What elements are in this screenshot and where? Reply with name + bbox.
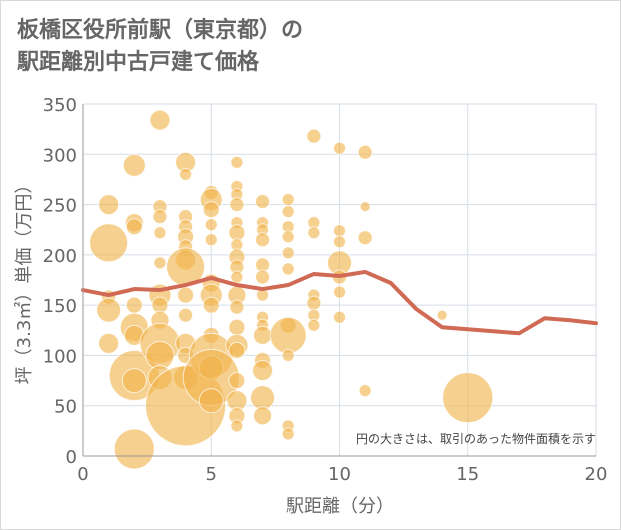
bubble-point <box>198 388 224 414</box>
chart-title-line-2: 駅距離別中古戸建て価格 <box>17 50 260 75</box>
bubble-point <box>281 262 295 276</box>
bubble-point <box>228 318 246 336</box>
bubble-point <box>179 167 193 181</box>
y-tick-label: 0 <box>66 447 77 468</box>
bubble-point <box>281 205 295 219</box>
bubble-point <box>333 235 346 249</box>
bubble-point <box>89 223 129 263</box>
bubble-point <box>228 341 246 359</box>
y-tick-label: 200 <box>43 246 77 267</box>
bubble-point <box>230 419 244 433</box>
bubble-point <box>98 194 120 216</box>
bubble-point <box>202 201 220 219</box>
bubble-point <box>281 427 295 441</box>
y-tick-labels: 0 50 100 150 200 250 300 350 <box>43 95 77 468</box>
bubble-point <box>333 285 346 299</box>
y-tick-label: 250 <box>43 196 77 217</box>
bubble-point <box>281 230 295 244</box>
bubble-point <box>96 297 122 323</box>
x-tick-label: 5 <box>206 464 217 485</box>
bubble-point <box>307 318 321 332</box>
y-tick-label: 300 <box>43 145 77 166</box>
bubble-point <box>252 360 274 382</box>
chart-title: 板橋区役所前駅（東京都）の 駅距離別中古戸建て価格 <box>17 15 577 79</box>
bubble-point <box>153 256 167 270</box>
bubble-point <box>149 109 171 131</box>
bubble-point <box>281 246 295 260</box>
bubble-point <box>306 128 322 144</box>
chart-title-line-1: 板橋区役所前駅（東京都）の <box>17 18 304 43</box>
bubble-point <box>357 144 373 160</box>
bubble-point <box>202 296 220 314</box>
bubble-point <box>250 385 276 411</box>
bubble-point <box>204 233 218 247</box>
bubble-point <box>253 325 273 345</box>
x-axis-title: 駅距離（分） <box>286 496 394 517</box>
bubble-point <box>229 197 245 213</box>
bubble-point <box>228 372 246 390</box>
bubble-point <box>255 269 271 285</box>
axes <box>82 104 596 457</box>
bubble-point <box>255 194 271 210</box>
bubble-point <box>121 368 147 394</box>
bubble-point <box>230 155 244 169</box>
x-tick-label: 20 <box>585 464 608 485</box>
x-tick-label: 0 <box>77 464 88 485</box>
bubble-point <box>204 218 218 232</box>
bubble-point <box>333 224 346 238</box>
bubble-point <box>177 286 195 304</box>
bubble-layer <box>89 109 494 470</box>
bubble-point <box>281 348 295 362</box>
bubble-point <box>113 428 155 470</box>
x-tick-label: 10 <box>328 464 351 485</box>
bubble-point <box>230 270 244 284</box>
average-price-line <box>81 269 598 336</box>
bubble-point <box>357 230 373 246</box>
bubble-point <box>255 232 271 248</box>
bubble-size-note: 円の大きさは、取引のあった物件面積を示す <box>356 431 596 446</box>
x-tick-label: 15 <box>456 464 479 485</box>
bubble-point <box>253 406 273 426</box>
bubble-point <box>98 332 120 354</box>
bubble-point <box>125 218 143 236</box>
y-tick-label: 150 <box>43 296 77 317</box>
bubble-point <box>442 372 494 424</box>
y-tick-label: 350 <box>43 95 77 116</box>
bubble-point <box>122 153 146 177</box>
bubble-point <box>436 309 448 321</box>
bubble-point <box>125 296 143 314</box>
bubble-point <box>153 226 167 240</box>
bubble-point <box>269 316 307 354</box>
y-tick-label: 50 <box>54 397 77 418</box>
bubble-point <box>152 209 168 225</box>
bubble-point <box>333 310 346 324</box>
bubble-point <box>178 307 194 323</box>
bubble-point <box>358 384 372 398</box>
bubble-point <box>306 295 322 311</box>
bubble-point <box>281 193 295 207</box>
x-tick-labels: 0 5 10 15 20 <box>77 464 607 485</box>
bubble-point <box>307 226 321 240</box>
average-line-layer <box>81 269 598 336</box>
y-axis-title: 坪（3.3㎡）単価（万円） <box>13 176 35 385</box>
bubble-point <box>229 299 245 315</box>
bubble-point <box>333 141 346 155</box>
bubble-point <box>359 201 371 213</box>
y-tick-label: 100 <box>43 346 77 367</box>
